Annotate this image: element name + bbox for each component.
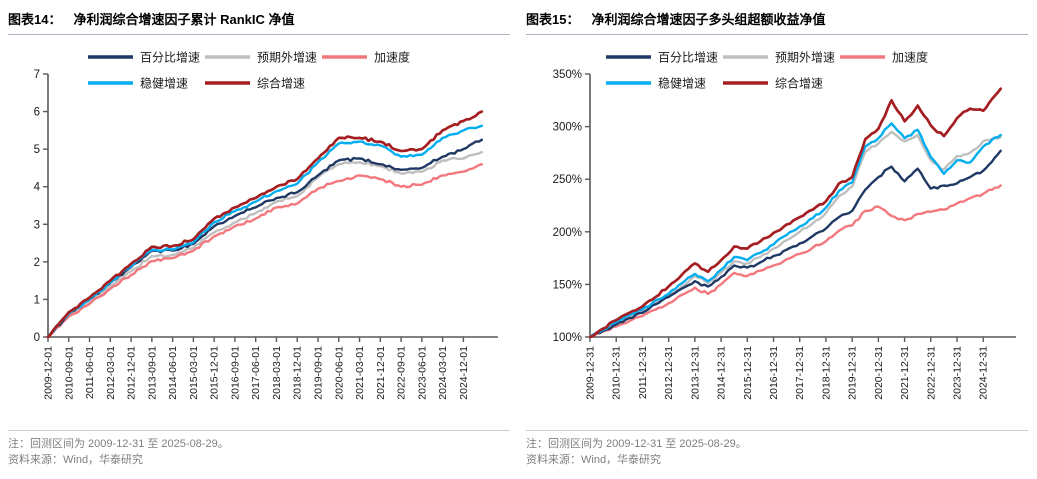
svg-text:350%: 350%: [553, 69, 582, 81]
note-divider: [526, 430, 1028, 431]
svg-text:加速度: 加速度: [374, 50, 410, 65]
svg-text:2020-12-31: 2020-12-31: [873, 346, 885, 400]
svg-text:2017-12-31: 2017-12-31: [794, 346, 806, 400]
figure15-title: 图表15： 净利润综合增速因子多头组超额收益净值: [526, 0, 1028, 28]
svg-text:2021-12-01: 2021-12-01: [375, 346, 387, 400]
svg-text:百分比增速: 百分比增速: [658, 51, 718, 65]
svg-text:4: 4: [34, 182, 41, 194]
figure15-title-text: 净利润综合增速因子多头组超额收益净值: [591, 12, 826, 27]
svg-text:2019-12-31: 2019-12-31: [847, 346, 859, 400]
svg-text:2015-03-01: 2015-03-01: [188, 346, 200, 400]
svg-text:300%: 300%: [553, 122, 582, 134]
figure14-label: 图表14：: [8, 12, 62, 27]
figure15-panel: 图表15： 净利润综合增速因子多头组超额收益净值 100% 150% 200% 250%…: [518, 0, 1036, 479]
svg-text:2013-09-01: 2013-09-01: [146, 346, 158, 400]
title-divider: [8, 34, 510, 35]
svg-text:2009-12-01: 2009-12-01: [43, 346, 55, 400]
title-divider: [526, 34, 1028, 35]
svg-text:2012-12-01: 2012-12-01: [126, 346, 138, 400]
svg-text:稳健增速: 稳健增速: [658, 76, 706, 91]
svg-text:2023-12-31: 2023-12-31: [952, 346, 964, 400]
svg-text:1: 1: [34, 294, 40, 306]
svg-text:综合增速: 综合增速: [257, 76, 305, 91]
svg-text:2015-12-01: 2015-12-01: [209, 346, 221, 400]
svg-text:6: 6: [34, 107, 40, 119]
svg-text:2018-12-01: 2018-12-01: [292, 346, 304, 400]
svg-text:2024-12-31: 2024-12-31: [978, 346, 990, 400]
svg-text:7: 7: [34, 69, 40, 81]
note-divider: [8, 430, 510, 431]
svg-text:2: 2: [34, 257, 40, 269]
svg-text:预期外增速: 预期外增速: [257, 51, 317, 65]
svg-text:2022-09-01: 2022-09-01: [396, 346, 408, 400]
svg-text:2012-12-31: 2012-12-31: [663, 346, 675, 400]
svg-text:2016-12-31: 2016-12-31: [768, 346, 780, 400]
svg-text:0: 0: [34, 332, 40, 344]
svg-text:250%: 250%: [553, 174, 582, 186]
svg-text:2018-12-31: 2018-12-31: [820, 346, 832, 400]
figure14-line-chart: 0 1 2 3 4 5 6 7 2009-12-01 2010-09-01 2011-06-01 20…: [34, 50, 498, 400]
figure14-title: 图表14： 净利润综合增速因子累计 RankIC 净值: [8, 0, 510, 28]
svg-text:150%: 150%: [553, 279, 582, 291]
svg-text:2017-06-01: 2017-06-01: [250, 346, 262, 400]
svg-text:2009-12-31: 2009-12-31: [585, 346, 597, 400]
svg-text:稳健增速: 稳健增速: [140, 76, 188, 91]
figure14-note: 注：回测区间为 2009-12-31 至 2025-08-29。: [8, 438, 229, 450]
svg-text:预期外增速: 预期外增速: [775, 51, 835, 65]
figure14-title-text: 净利润综合增速因子累计 RankIC 净值: [73, 12, 295, 27]
figure15-line-chart: 100% 150% 200% 250% 300% 350% 2009-12-31 2010-1…: [553, 50, 1016, 400]
svg-text:2021-03-01: 2021-03-01: [354, 346, 366, 400]
svg-text:2011-12-31: 2011-12-31: [637, 346, 649, 399]
svg-text:2021-12-31: 2021-12-31: [899, 346, 911, 400]
svg-text:2010-12-31: 2010-12-31: [611, 346, 623, 400]
figure15-source: 资料来源：Wind，华泰研究: [526, 454, 662, 466]
svg-text:3: 3: [34, 219, 40, 231]
svg-text:2019-09-01: 2019-09-01: [313, 346, 325, 400]
svg-text:2015-12-31: 2015-12-31: [742, 346, 754, 400]
figure15-label: 图表15：: [526, 12, 580, 27]
svg-text:2014-12-31: 2014-12-31: [716, 346, 728, 400]
svg-text:2024-12-01: 2024-12-01: [458, 346, 470, 400]
figure14-panel: 图表14： 净利润综合增速因子累计 RankIC 净值 0 1 2 3 4 5 6 7 2009-…: [0, 0, 518, 479]
figure14-source: 资料来源：Wind，华泰研究: [8, 454, 144, 466]
svg-text:2023-06-01: 2023-06-01: [416, 346, 428, 400]
svg-text:2011-06-01: 2011-06-01: [84, 346, 96, 399]
svg-text:2024-03-01: 2024-03-01: [437, 346, 449, 400]
figure14-notes: 注：回测区间为 2009-12-31 至 2025-08-29。 资料来源：Wi…: [8, 431, 510, 468]
figure15-note: 注：回测区间为 2009-12-31 至 2025-08-29。: [526, 438, 747, 450]
svg-text:2014-06-01: 2014-06-01: [167, 346, 179, 400]
svg-text:2010-09-01: 2010-09-01: [63, 346, 75, 400]
svg-text:2020-06-01: 2020-06-01: [333, 346, 345, 400]
svg-text:加速度: 加速度: [892, 50, 928, 65]
figure15-notes: 注：回测区间为 2009-12-31 至 2025-08-29。 资料来源：Wi…: [526, 431, 1028, 468]
svg-text:百分比增速: 百分比增速: [140, 51, 200, 65]
svg-text:2012-03-01: 2012-03-01: [105, 346, 117, 400]
svg-text:200%: 200%: [553, 227, 582, 239]
svg-text:100%: 100%: [553, 332, 582, 344]
svg-text:综合增速: 综合增速: [775, 76, 823, 91]
svg-text:2016-09-01: 2016-09-01: [229, 346, 241, 400]
svg-text:5: 5: [34, 144, 40, 156]
svg-text:2013-12-31: 2013-12-31: [689, 346, 701, 400]
svg-text:2018-03-01: 2018-03-01: [271, 346, 283, 400]
svg-text:2022-12-31: 2022-12-31: [925, 346, 937, 400]
